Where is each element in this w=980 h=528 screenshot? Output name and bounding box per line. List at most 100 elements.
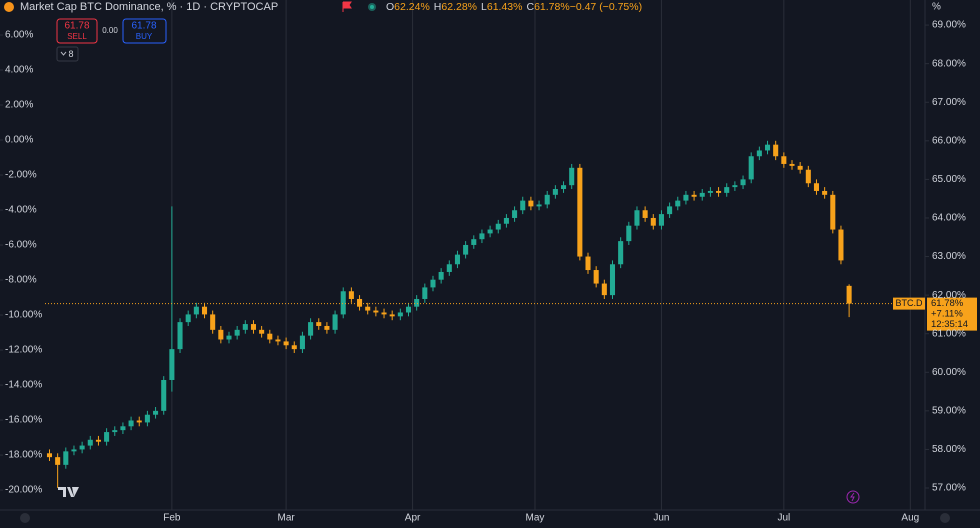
candle-body: [291, 345, 297, 350]
ohlc-value: 61.43%: [487, 1, 523, 13]
candle-body: [822, 190, 828, 195]
candle-body: [520, 200, 526, 211]
flag-icon[interactable]: [342, 1, 352, 12]
buy-button[interactable]: [122, 18, 167, 44]
candle-body: [365, 306, 371, 311]
ohlc-key: O: [386, 1, 394, 13]
candle-body: [609, 264, 616, 296]
y-tick-label: 61.00%: [932, 328, 966, 339]
y2-tick-label: -2.00%: [5, 170, 37, 181]
candle-body: [781, 156, 787, 164]
candle-body: [308, 322, 314, 336]
y-tick-label: 69.00%: [932, 20, 966, 31]
candle-body: [389, 314, 395, 317]
zoom-icon[interactable]: [20, 513, 30, 523]
candle-body: [332, 314, 338, 330]
y2-tick-label: 0.00%: [5, 135, 33, 146]
candle-body: [283, 341, 289, 346]
candle-body: [707, 190, 713, 193]
x-tick-label: Aug: [901, 513, 919, 524]
symbol-label-box: [893, 297, 925, 310]
candle-body: [805, 169, 811, 184]
candle-body: [405, 306, 412, 313]
candle-body: [838, 229, 844, 261]
candle-body: [210, 314, 216, 330]
last-price-text: 12:35:14: [931, 319, 968, 330]
candle-body: [675, 200, 681, 207]
y2-tick-label: 4.00%: [5, 65, 33, 76]
chevron: [60, 51, 67, 56]
candle-body: [201, 306, 208, 315]
candle-body: [618, 241, 624, 265]
y-tick-label: 59.00%: [932, 405, 966, 416]
last-price-box: [927, 297, 977, 331]
candle-body: [112, 430, 118, 433]
x-tick-label: Mar: [277, 513, 295, 524]
last-price-text: 61.78%: [931, 298, 964, 309]
x-tick-label: May: [526, 513, 545, 524]
axis-unit[interactable]: %: [932, 2, 941, 13]
ohlc-value: 62.28%: [441, 1, 477, 13]
y-tick-label: 65.00%: [932, 174, 966, 185]
candle-body: [732, 185, 738, 188]
y2-tick-label: 6.00%: [5, 30, 33, 41]
candle-body: [422, 287, 428, 299]
indicators-toggle[interactable]: [56, 46, 79, 62]
candle-body: [87, 439, 93, 446]
y2-tick-label: -20.00%: [5, 485, 42, 496]
candle-body: [185, 314, 191, 323]
candle-body: [348, 291, 354, 299]
y2-tick-label: -18.00%: [5, 450, 42, 461]
symbol-label: BTC.D: [896, 298, 924, 308]
candle-body: [381, 312, 387, 315]
candle-body: [658, 214, 664, 226]
y2-tick-label: -12.00%: [5, 345, 42, 356]
candle-body: [683, 194, 689, 201]
buy-label: BUY: [136, 32, 153, 41]
x-tick-label: Jun: [653, 513, 669, 524]
status-dot-core: [370, 5, 374, 9]
y-tick-label: 62.00%: [932, 290, 966, 301]
candle-body: [55, 457, 61, 465]
logo[interactable]: [58, 487, 79, 497]
y2-tick-label: -8.00%: [5, 275, 37, 286]
sell-button[interactable]: [56, 18, 98, 44]
ohlc-legend: O62.24% H62.28% L61.43% C61.78%−0.47 (−0.75…: [386, 1, 642, 13]
candle-body: [120, 426, 126, 431]
candles: [46, 140, 852, 489]
candle-body: [512, 210, 518, 218]
candle-body: [161, 379, 167, 411]
y-tick-label: 58.00%: [932, 444, 966, 455]
candle-body: [642, 210, 648, 218]
events-icon[interactable]: [846, 490, 860, 504]
candle-body: [601, 283, 607, 296]
candle-body: [561, 185, 567, 190]
y2-tick-label: -14.00%: [5, 380, 42, 391]
ohlc-value: −0.47 (−0.75%): [570, 1, 642, 13]
candle-body: [471, 239, 477, 245]
candle-body: [634, 210, 640, 226]
candle-body: [324, 325, 330, 330]
candle-body: [250, 324, 257, 330]
candle-body: [544, 194, 550, 205]
chart-title: Market Cap BTC Dominance, % · 1D · CRYPT…: [20, 1, 278, 13]
ohlc-key: L: [481, 1, 487, 13]
y-tick-label: 66.00%: [932, 135, 966, 146]
x-tick-label: Jul: [777, 513, 790, 524]
candle-body: [242, 324, 248, 330]
candle-body: [773, 144, 779, 157]
y-tick-label: 64.00%: [932, 213, 966, 224]
candle-body: [79, 445, 85, 450]
ohlc-key: H: [434, 1, 442, 13]
candle-body: [495, 223, 501, 230]
y-tick-label: 67.00%: [932, 97, 966, 108]
candle-body: [218, 329, 224, 340]
candle-body: [454, 254, 460, 265]
candle-body: [846, 285, 852, 304]
candle-body: [463, 244, 469, 255]
settings-icon[interactable]: [940, 513, 950, 523]
sell-label: SELL: [67, 32, 87, 41]
candle-body: [813, 183, 820, 191]
y-tick-label: 63.00%: [932, 251, 966, 262]
